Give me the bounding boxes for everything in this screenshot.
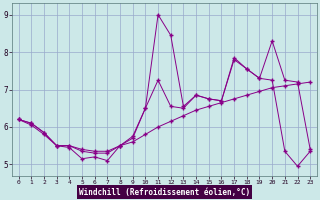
X-axis label: Windchill (Refroidissement éolien,°C): Windchill (Refroidissement éolien,°C) (79, 188, 250, 197)
